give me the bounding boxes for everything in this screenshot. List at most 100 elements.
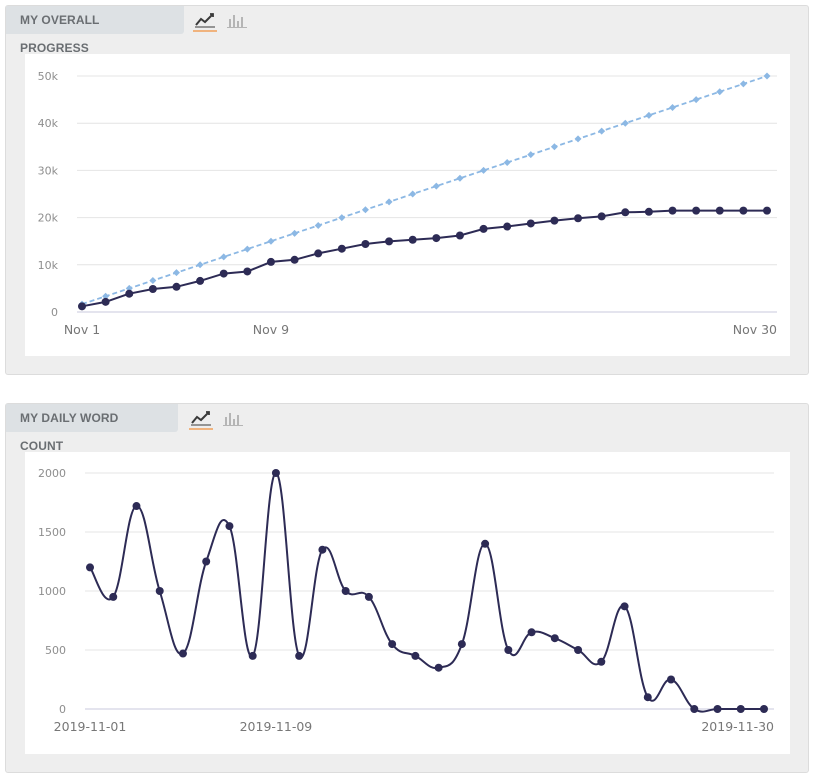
data-point (109, 592, 118, 601)
data-point (503, 222, 512, 231)
y-tick-label: 500 (45, 644, 66, 657)
data-point (408, 235, 417, 244)
series-line (89, 471, 764, 713)
data-point (503, 159, 511, 167)
data-point (716, 88, 724, 96)
data-point (432, 182, 440, 190)
data-point (457, 640, 466, 649)
data-point (102, 292, 110, 300)
data-point (763, 206, 771, 215)
daily-word-count-title: MY DAILY WORD COUNT (6, 404, 178, 453)
data-point (456, 174, 464, 182)
y-tick-label: 30k (38, 164, 59, 177)
data-point (243, 267, 252, 276)
data-point (574, 214, 583, 223)
data-point (668, 206, 677, 215)
data-point (196, 276, 205, 285)
data-point (550, 216, 559, 225)
data-point (318, 545, 327, 554)
data-point (220, 253, 228, 261)
data-point (338, 214, 346, 222)
data-point (598, 127, 606, 135)
data-point (527, 151, 535, 159)
data-point (692, 206, 701, 215)
data-point (692, 96, 700, 104)
data-point (314, 249, 323, 258)
y-tick-label: 1500 (38, 526, 66, 539)
data-point (172, 269, 180, 277)
line-chart-icon[interactable] (193, 10, 217, 32)
data-point (290, 255, 299, 264)
data-point (667, 675, 676, 684)
data-point (550, 634, 559, 643)
data-point (574, 646, 583, 654)
overall-progress-title: MY OVERALL PROGRESS (6, 6, 184, 55)
data-point (78, 302, 86, 311)
x-tick-label: Nov 1 (64, 322, 100, 337)
data-point (644, 207, 653, 216)
data-point (645, 111, 653, 119)
data-point (527, 628, 536, 637)
data-point (148, 285, 157, 294)
x-tick-label: Nov 9 (253, 322, 289, 337)
overall-progress-plot: 0 10k 20k 30k 40k 50k Nov 1 Nov 9 Nov 30 (38, 70, 777, 337)
series-line (81, 75, 768, 305)
y-tick-label: 40k (38, 117, 59, 130)
data-point (364, 592, 373, 601)
data-point (266, 257, 275, 266)
data-point (271, 469, 280, 477)
data-point (149, 277, 157, 285)
data-point (739, 80, 747, 88)
y-tick-label: 0 (59, 703, 66, 716)
daily-word-count-plot: 0 500 1000 1500 2000 2019-11-01 2019-11-09 2019… (38, 467, 774, 734)
data-point (504, 646, 513, 654)
data-point (219, 269, 228, 278)
data-point (481, 539, 490, 548)
data-point (341, 587, 350, 595)
data-point (455, 231, 464, 240)
data-point (574, 135, 582, 143)
data-point (202, 557, 211, 566)
x-tick-label: 2019-11-09 (240, 719, 313, 734)
data-point (172, 282, 181, 291)
daily-word-count-panel: MY DAILY WORD COUNT 0 500 1000 1500 2000 2019… (5, 403, 809, 773)
data-point (550, 143, 558, 151)
data-point (155, 587, 164, 595)
data-point (361, 239, 370, 248)
data-point (225, 522, 234, 531)
data-point (739, 206, 748, 215)
data-point (643, 693, 652, 702)
data-point (715, 206, 724, 215)
data-point (86, 563, 94, 572)
data-point (314, 221, 322, 229)
data-point (621, 119, 629, 127)
data-point (178, 649, 187, 658)
daily-word-count-chart: 0 500 1000 1500 2000 2019-11-01 2019-11-09 2019… (25, 452, 790, 754)
data-point (295, 651, 304, 660)
data-point (713, 705, 722, 713)
data-point (385, 237, 394, 246)
data-point (526, 219, 535, 228)
y-tick-label: 2000 (38, 467, 66, 480)
data-point (597, 212, 606, 221)
line-chart-icon[interactable] (189, 408, 213, 430)
data-point (101, 297, 110, 306)
data-point (760, 705, 768, 713)
data-point (337, 244, 346, 253)
data-point (480, 166, 488, 174)
data-point (409, 190, 417, 198)
bar-chart-icon[interactable] (225, 10, 249, 30)
bar-chart-icon[interactable] (221, 408, 245, 428)
data-point (248, 651, 257, 660)
data-point (597, 657, 606, 666)
data-point (736, 705, 745, 713)
x-tick-label: 2019-11-30 (701, 719, 774, 734)
x-tick-label: Nov 30 (733, 322, 777, 337)
series-line (81, 209, 767, 308)
data-point (479, 224, 488, 233)
data-point (361, 206, 369, 214)
data-point (388, 640, 397, 649)
overall-progress-chart: 0 10k 20k 30k 40k 50k Nov 1 Nov 9 Nov 30 (25, 54, 790, 356)
data-point (196, 261, 204, 269)
data-point (620, 602, 629, 611)
